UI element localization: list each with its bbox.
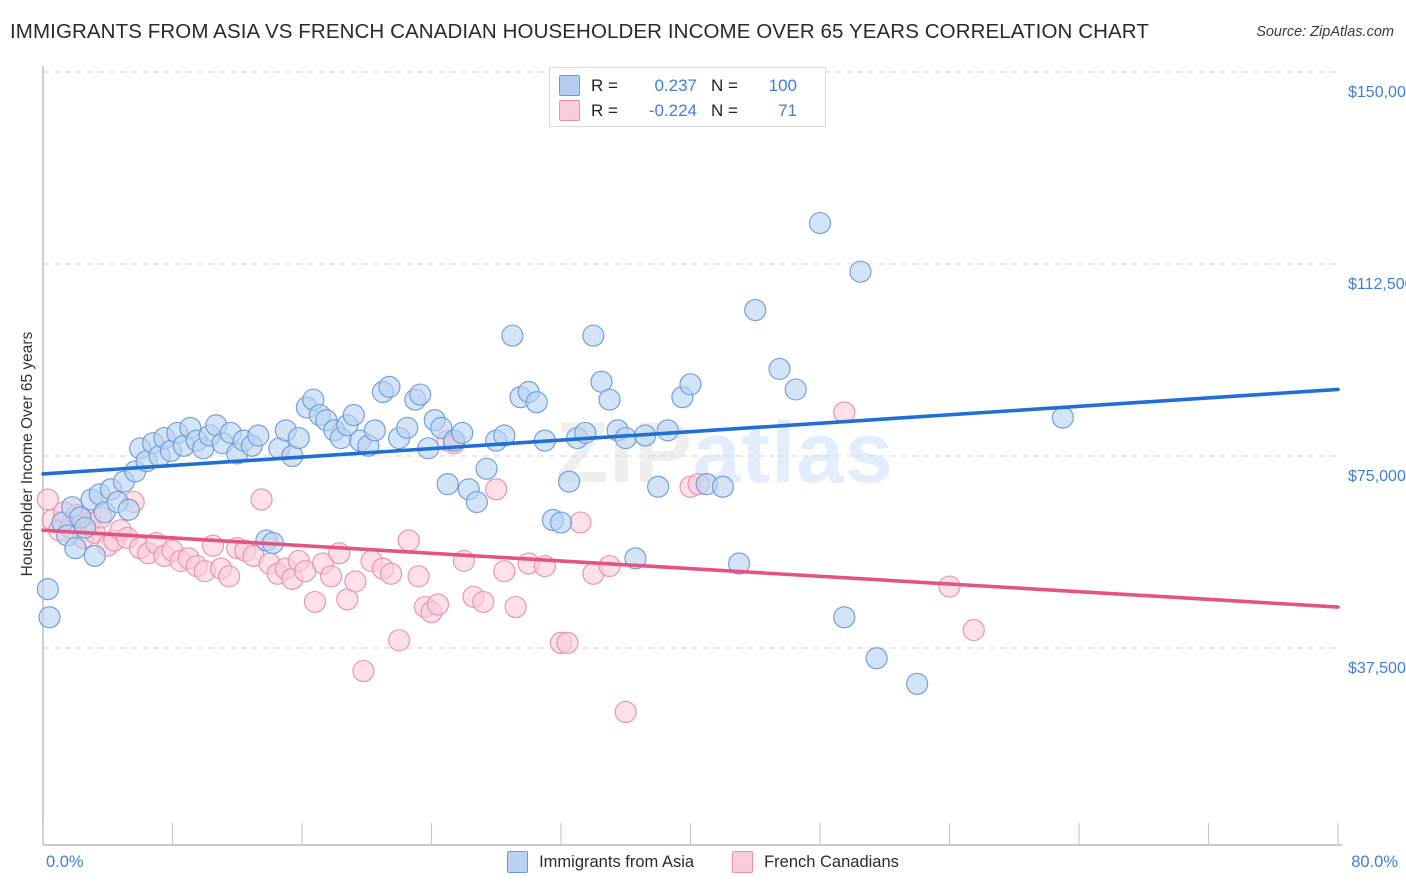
scatter-point	[409, 383, 432, 406]
scatter-point	[117, 498, 140, 521]
scatter-point	[388, 629, 411, 652]
scatter-point	[397, 529, 420, 552]
legend-item-french-canadians[interactable]: French Canadians	[732, 851, 899, 873]
scatter-point	[426, 593, 450, 616]
y-axis-title: Householder Income Over 65 years	[19, 331, 36, 577]
axis-lines	[42, 66, 1342, 846]
scatter-point	[711, 475, 734, 498]
legend-swatch-pink-icon	[732, 851, 754, 873]
scatter-point	[582, 324, 605, 347]
scatter-point	[504, 595, 527, 619]
scatter-point	[436, 473, 459, 496]
scatter-point	[808, 211, 832, 235]
scatter-point	[938, 575, 961, 598]
scatter-point	[247, 424, 270, 447]
scatter-point	[485, 478, 508, 501]
n-value-pink: 71	[778, 100, 797, 120]
immigrants-from-asia-trendline	[41, 387, 1340, 476]
scatter-point	[465, 490, 488, 514]
scatter-point	[379, 562, 403, 585]
x-axis-ticks	[42, 823, 1339, 845]
stats-row-blue: R = 0.237 N = 100	[559, 73, 816, 98]
r-value-pink: -0.224	[648, 100, 697, 120]
scatter-point	[396, 416, 419, 439]
scatter-point	[679, 373, 702, 396]
scatter-point	[962, 618, 985, 642]
trendline	[41, 387, 1340, 476]
scatter-point	[727, 552, 751, 575]
scatter-point	[38, 606, 61, 629]
scatter-point	[342, 403, 365, 427]
immigrants-from-asia-points	[36, 211, 1074, 695]
n-label-blue: N =	[711, 75, 738, 95]
scatter-point	[614, 700, 637, 724]
scatter-point	[250, 488, 273, 511]
scatter-point	[768, 357, 791, 381]
scatter-point	[647, 475, 670, 498]
scatter-point	[849, 260, 872, 283]
scatter-point	[83, 544, 106, 567]
x-axis-min-label: 0.0%	[46, 853, 84, 871]
scatter-point	[549, 511, 573, 534]
scatter-point	[865, 647, 888, 670]
scatter-point	[501, 324, 524, 347]
french-canadians-trendline	[41, 528, 1340, 609]
scatter-point	[525, 391, 548, 414]
n-label-pink: N =	[711, 100, 738, 120]
y-axis-tick-label: $112,500	[1348, 276, 1406, 293]
y-axis-tick-label: $37,500	[1348, 660, 1406, 677]
scatter-point	[493, 560, 516, 583]
n-value-blue: 100	[768, 75, 797, 95]
scatter-point	[556, 631, 579, 654]
scatter-point	[906, 672, 929, 695]
scatter-point	[36, 578, 59, 601]
r-value-blue: 0.237	[654, 75, 697, 95]
scatter-point	[352, 659, 375, 683]
x-axis-max-label: 80.0%	[1351, 853, 1398, 871]
scatter-point	[1051, 406, 1074, 429]
scatter-point	[472, 590, 495, 614]
correlation-stats-box: R = 0.237 N = 100 R = -0.224 N = 71	[549, 67, 826, 127]
y-axis-tick-label: $75,000	[1348, 468, 1406, 485]
stats-row-pink: R = -0.224 N = 71	[559, 98, 816, 123]
series-swatch-pink-icon	[559, 100, 580, 121]
r-label-pink: R =	[591, 100, 618, 120]
scatter-point	[378, 375, 401, 398]
page-title: IMMIGRANTS FROM ASIA VS FRENCH CANADIAN …	[10, 20, 1149, 43]
french-canadians-points	[36, 401, 985, 724]
trendline	[41, 528, 1340, 609]
legend-label-french-canadians: French Canadians	[764, 852, 899, 871]
r-label-blue: R =	[591, 75, 618, 95]
series-legend: Immigrants from Asia French Canadians	[0, 851, 1406, 873]
scatter-point	[407, 565, 430, 588]
scatter-point	[569, 511, 592, 534]
scatter-point	[744, 298, 767, 322]
scatter-point	[833, 606, 856, 629]
scatter-point	[73, 516, 97, 539]
scatter-point	[303, 590, 327, 614]
series-swatch-blue-icon	[559, 75, 580, 96]
gridlines	[43, 71, 1342, 649]
scatter-point	[344, 570, 367, 593]
scatter-point	[557, 470, 581, 493]
scatter-point	[287, 426, 310, 450]
scatter-point	[598, 554, 621, 578]
legend-swatch-blue-icon	[507, 851, 529, 873]
scatter-point	[218, 565, 241, 588]
scatter-point	[656, 419, 679, 442]
scatter-point	[598, 388, 621, 411]
scatter-point	[64, 537, 87, 560]
scatter-point	[320, 565, 343, 588]
scatter-point	[363, 419, 386, 442]
scatter-point	[493, 424, 516, 447]
scatter-point	[475, 457, 498, 480]
legend-label-immigrants-from-asia: Immigrants from Asia	[539, 852, 695, 871]
scatter-point	[451, 421, 474, 445]
scatter-point	[784, 378, 807, 401]
source-label: Source: ZipAtlas.com	[1256, 24, 1394, 40]
y-axis-tick-label: $150,000	[1348, 84, 1406, 101]
legend-item-immigrants-from-asia[interactable]: Immigrants from Asia	[507, 851, 694, 873]
